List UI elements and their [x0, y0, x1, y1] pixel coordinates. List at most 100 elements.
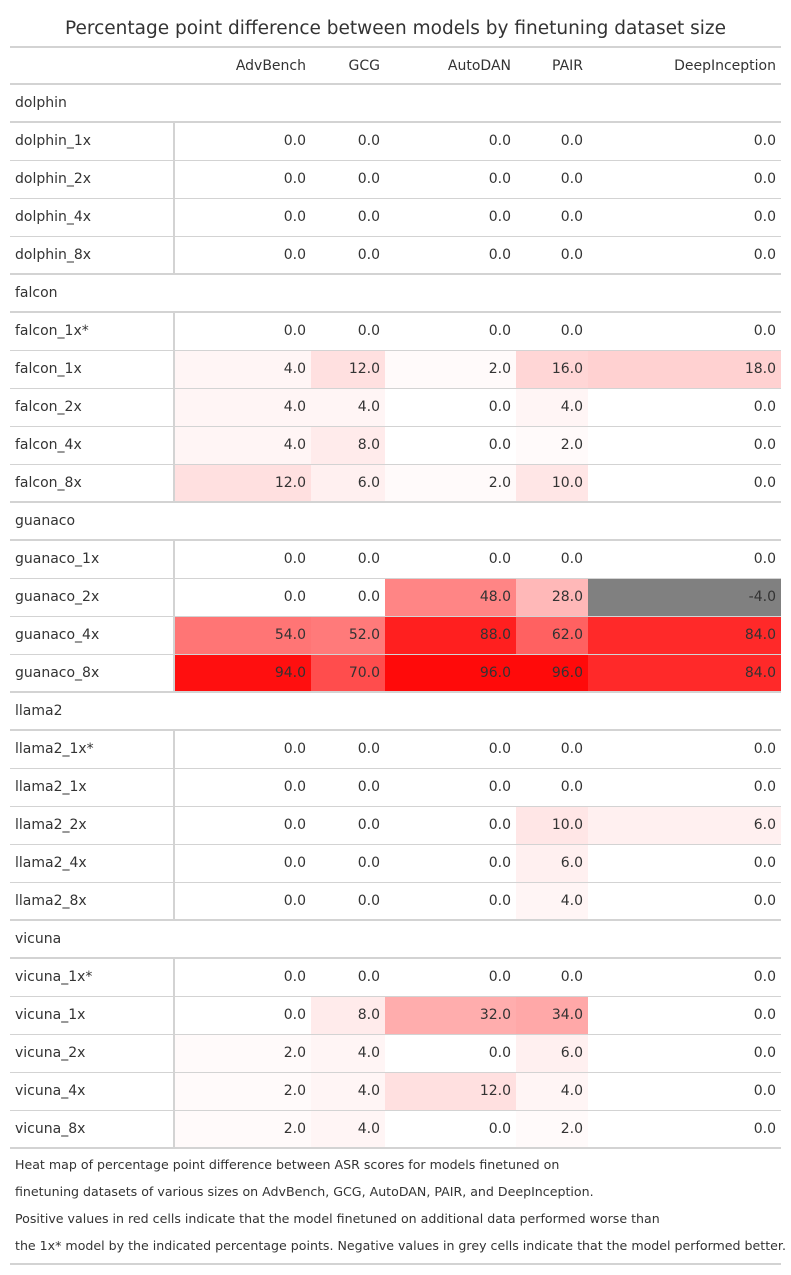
heatmap-cell: 4.0	[174, 388, 311, 427]
group-label: dolphin	[10, 84, 781, 123]
heatmap-cell: 0.0	[516, 198, 588, 237]
heatmap-cell: 0.0	[588, 1110, 781, 1149]
group-header-row: llama2	[10, 692, 781, 731]
row-label: dolphin_4x	[10, 198, 175, 237]
heatmap-cell: 0.0	[385, 160, 516, 199]
table-row: dolphin_2x 0.0 0.0 0.0 0.0 0.0	[10, 160, 781, 199]
heatmap-cell: 2.0	[516, 426, 588, 465]
table-row: dolphin_1x 0.0 0.0 0.0 0.0 0.0	[10, 122, 781, 161]
heatmap-cell: 0.0	[385, 1034, 516, 1073]
heatmap-cell: 28.0	[516, 578, 588, 617]
heatmap-cell: 0.0	[588, 312, 781, 351]
heatmap-cell: 0.0	[174, 730, 311, 769]
heatmap-cell: 0.0	[311, 540, 385, 579]
heatmap-cell: 8.0	[311, 996, 385, 1035]
row-label: guanaco_2x	[10, 578, 175, 617]
table-row: dolphin_4x 0.0 0.0 0.0 0.0 0.0	[10, 198, 781, 237]
heatmap-cell: 0.0	[385, 844, 516, 883]
heatmap-cell: 0.0	[385, 768, 516, 807]
row-label: llama2_4x	[10, 844, 175, 883]
heatmap-cell: 0.0	[385, 730, 516, 769]
heatmap-cell: 0.0	[588, 958, 781, 997]
heatmap-cell: 0.0	[311, 236, 385, 275]
group-header-row: dolphin	[10, 84, 781, 123]
heatmap-cell: 0.0	[311, 160, 385, 199]
stub-header	[10, 48, 174, 85]
heatmap-cell: 2.0	[174, 1110, 311, 1149]
heatmap-cell: 0.0	[311, 122, 385, 161]
heatmap-cell: 0.0	[174, 540, 311, 579]
heatmap-cell: 4.0	[311, 1110, 385, 1149]
table-row: dolphin_8x 0.0 0.0 0.0 0.0 0.0	[10, 236, 781, 275]
column-header: AutoDAN	[385, 48, 516, 85]
heatmap-cell: 0.0	[588, 730, 781, 769]
row-label: dolphin_1x	[10, 122, 175, 161]
heatmap-cell: 94.0	[174, 654, 311, 693]
heatmap-cell: 54.0	[174, 616, 311, 655]
heatmap-cell: 0.0	[588, 160, 781, 199]
heatmap-cell: 10.0	[516, 464, 588, 503]
heatmap-cell: 0.0	[516, 540, 588, 579]
heatmap-cell: 0.0	[516, 730, 588, 769]
row-label: dolphin_8x	[10, 236, 175, 275]
table-row: falcon_2x 4.0 4.0 0.0 4.0 0.0	[10, 388, 781, 427]
column-header-row: AdvBench GCG AutoDAN PAIR DeepInception	[10, 48, 781, 85]
heatmap-cell: 6.0	[588, 806, 781, 845]
heatmap-cell: 16.0	[516, 350, 588, 389]
group-header-row: guanaco	[10, 502, 781, 541]
heatmap-cell: 96.0	[516, 654, 588, 693]
row-label: vicuna_1x	[10, 996, 175, 1035]
heatmap-cell: 4.0	[311, 1034, 385, 1073]
heatmap-cell: 0.0	[311, 806, 385, 845]
heatmap-cell: 52.0	[311, 616, 385, 655]
heatmap-cell: 0.0	[588, 844, 781, 883]
row-label: vicuna_2x	[10, 1034, 175, 1073]
heatmap-cell: 0.0	[588, 388, 781, 427]
heatmap-cell: 0.0	[311, 958, 385, 997]
heatmap-cell: 84.0	[588, 654, 781, 693]
heatmap-cell: 0.0	[311, 730, 385, 769]
heatmap-cell: 0.0	[311, 768, 385, 807]
heatmap-cell: 0.0	[588, 1072, 781, 1111]
heatmap-cell: 34.0	[516, 996, 588, 1035]
row-label: llama2_1x*	[10, 730, 175, 769]
heatmap-cell: 0.0	[174, 236, 311, 275]
heatmap-cell: 0.0	[385, 236, 516, 275]
table-title: Percentage point difference between mode…	[10, 10, 781, 48]
group-label: vicuna	[10, 920, 781, 959]
column-header: GCG	[311, 48, 385, 85]
heatmap-cell: 4.0	[311, 388, 385, 427]
heatmap-cell: 0.0	[588, 464, 781, 503]
heatmap-cell: 0.0	[516, 958, 588, 997]
row-label: guanaco_1x	[10, 540, 175, 579]
row-label: llama2_8x	[10, 882, 175, 921]
table-row: guanaco_2x 0.0 0.0 48.0 28.0 -4.0	[10, 578, 781, 617]
heatmap-cell: 0.0	[385, 540, 516, 579]
heatmap-cell: 4.0	[174, 350, 311, 389]
table-row: llama2_1x 0.0 0.0 0.0 0.0 0.0	[10, 768, 781, 807]
heatmap-cell: 2.0	[174, 1034, 311, 1073]
group-header-row: vicuna	[10, 920, 781, 959]
heatmap-cell: 12.0	[311, 350, 385, 389]
row-label: falcon_4x	[10, 426, 175, 465]
footnote-line: finetuning datasets of various sizes on …	[15, 1184, 594, 1199]
footnote-line: Heat map of percentage point difference …	[15, 1157, 560, 1172]
heatmap-cell: 0.0	[174, 882, 311, 921]
heatmap-cell: 0.0	[588, 426, 781, 465]
table-row: falcon_1x* 0.0 0.0 0.0 0.0 0.0	[10, 312, 781, 351]
heatmap-cell: 0.0	[385, 122, 516, 161]
heatmap-cell: 0.0	[174, 198, 311, 237]
table-row: vicuna_2x 2.0 4.0 0.0 6.0 0.0	[10, 1034, 781, 1073]
row-label: dolphin_2x	[10, 160, 175, 199]
heatmap-cell: 0.0	[174, 768, 311, 807]
footnotes: Heat map of percentage point difference …	[10, 1149, 786, 1265]
table-row: guanaco_1x 0.0 0.0 0.0 0.0 0.0	[10, 540, 781, 579]
heatmap-cell: 0.0	[385, 882, 516, 921]
table-row: vicuna_1x* 0.0 0.0 0.0 0.0 0.0	[10, 958, 781, 997]
heatmap-cell: 0.0	[516, 312, 588, 351]
heatmap-cell: 4.0	[516, 388, 588, 427]
table-row: llama2_8x 0.0 0.0 0.0 4.0 0.0	[10, 882, 781, 921]
heatmap-cell: 0.0	[588, 198, 781, 237]
heatmap-cell: 0.0	[588, 996, 781, 1035]
heatmap-cell: 0.0	[588, 768, 781, 807]
